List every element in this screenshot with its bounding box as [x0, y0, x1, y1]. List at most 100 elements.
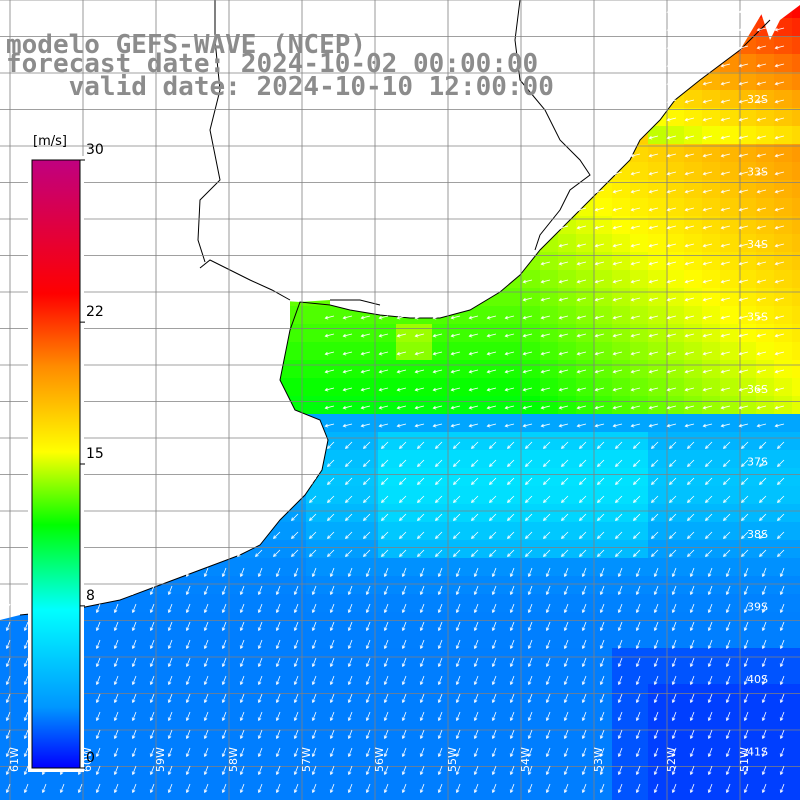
- field-cell: [738, 540, 757, 559]
- wind-arrow-head: [507, 481, 511, 485]
- wind-arrow-head: [131, 699, 136, 704]
- wind-arrow-head: [414, 405, 419, 410]
- wind-arrow-head: [707, 735, 712, 740]
- wind-arrow: [595, 423, 605, 427]
- wind-arrow: [631, 207, 641, 211]
- field-cell: [774, 306, 793, 325]
- field-cell: [630, 180, 649, 199]
- wind-arrow: [543, 531, 551, 539]
- field-cell: [396, 792, 415, 800]
- wind-arrow-head: [576, 279, 581, 284]
- field-cell: [270, 738, 289, 757]
- wind-arrow: [633, 477, 641, 485]
- wind-arrow: [451, 387, 461, 391]
- wind-arrow-head: [666, 333, 671, 338]
- wind-arrow: [595, 369, 605, 373]
- field-cell: [342, 504, 361, 523]
- wind-arrow: [600, 621, 605, 631]
- wind-arrow-head: [738, 153, 743, 158]
- field-cell: [450, 396, 469, 415]
- field-cell: [738, 702, 757, 721]
- wind-arrow-head: [257, 645, 262, 650]
- field-cell: [288, 378, 307, 397]
- wind-arrow-head: [684, 225, 689, 230]
- wind-arrow-head: [774, 135, 779, 140]
- field-cell: [684, 360, 703, 379]
- wind-arrow-head: [417, 517, 421, 521]
- field-cell: [702, 558, 721, 577]
- wind-arrow: [757, 387, 767, 391]
- field-cell: [792, 774, 800, 793]
- field-cell: [324, 522, 343, 541]
- wind-arrow-head: [203, 753, 208, 758]
- wind-arrow: [366, 639, 371, 649]
- field-cell: [414, 720, 433, 739]
- wind-arrow-head: [237, 553, 241, 557]
- field-cell: [666, 486, 685, 505]
- field-cell: [450, 738, 469, 757]
- wind-arrow-head: [131, 591, 136, 596]
- field-cell: [738, 234, 757, 253]
- wind-arrow-head: [774, 207, 779, 212]
- wind-arrow: [631, 279, 641, 283]
- wind-arrow-head: [563, 735, 568, 740]
- wind-arrow-head: [743, 699, 748, 704]
- wind-arrow-head: [419, 609, 424, 614]
- field-cell: [648, 630, 667, 649]
- wind-arrow-head: [653, 645, 658, 650]
- wind-arrow-head: [687, 499, 691, 503]
- field-cell: [504, 666, 523, 685]
- field-cell: [414, 738, 433, 757]
- field-cell: [558, 540, 577, 559]
- wind-arrow-head: [221, 789, 226, 794]
- field-cell: [738, 738, 757, 757]
- wind-arrow-head: [756, 351, 761, 356]
- wind-arrow-head: [257, 573, 262, 578]
- wind-arrow: [327, 531, 335, 539]
- wind-arrow-head: [720, 423, 725, 428]
- wind-arrow: [366, 711, 371, 721]
- field-cell: [306, 360, 325, 379]
- wind-arrow: [132, 675, 137, 685]
- wind-arrow-head: [525, 445, 529, 449]
- field-cell: [180, 630, 199, 649]
- wind-arrow-head: [239, 699, 244, 704]
- wind-arrow-head: [594, 243, 599, 248]
- field-cell: [630, 378, 649, 397]
- wind-arrow: [739, 9, 749, 13]
- field-cell: [576, 738, 595, 757]
- wind-arrow: [451, 405, 461, 409]
- wind-arrow: [721, 207, 731, 211]
- wind-arrow-head: [617, 735, 622, 740]
- wind-arrow-head: [617, 717, 622, 722]
- wind-arrow-head: [185, 717, 190, 722]
- wind-arrow: [453, 531, 461, 539]
- field-cell: [594, 288, 613, 307]
- wind-arrow: [775, 117, 785, 121]
- wind-arrow: [775, 99, 785, 103]
- wind-arrow-head: [468, 423, 473, 428]
- wind-arrow: [595, 279, 605, 283]
- field-cell: [540, 774, 559, 793]
- field-cell: [684, 270, 703, 289]
- wind-arrow-head: [347, 771, 352, 776]
- wind-arrow: [723, 531, 731, 539]
- wind-arrow-head: [576, 387, 581, 392]
- wind-arrow-head: [381, 517, 385, 521]
- wind-arrow: [456, 747, 461, 757]
- wind-arrow: [708, 711, 713, 721]
- wind-arrow: [582, 639, 587, 649]
- field-cell: [324, 450, 343, 469]
- wind-arrow: [24, 675, 29, 685]
- wind-arrow-head: [671, 627, 676, 632]
- wind-arrow: [258, 693, 263, 703]
- field-cell: [180, 702, 199, 721]
- field-cell: [738, 378, 757, 397]
- wind-arrow: [327, 477, 335, 485]
- wind-arrow: [690, 783, 695, 793]
- wind-arrow: [757, 279, 767, 283]
- wind-arrow-head: [702, 279, 707, 284]
- wind-arrow: [384, 567, 389, 577]
- wind-arrow-head: [293, 681, 298, 686]
- field-cell: [360, 774, 379, 793]
